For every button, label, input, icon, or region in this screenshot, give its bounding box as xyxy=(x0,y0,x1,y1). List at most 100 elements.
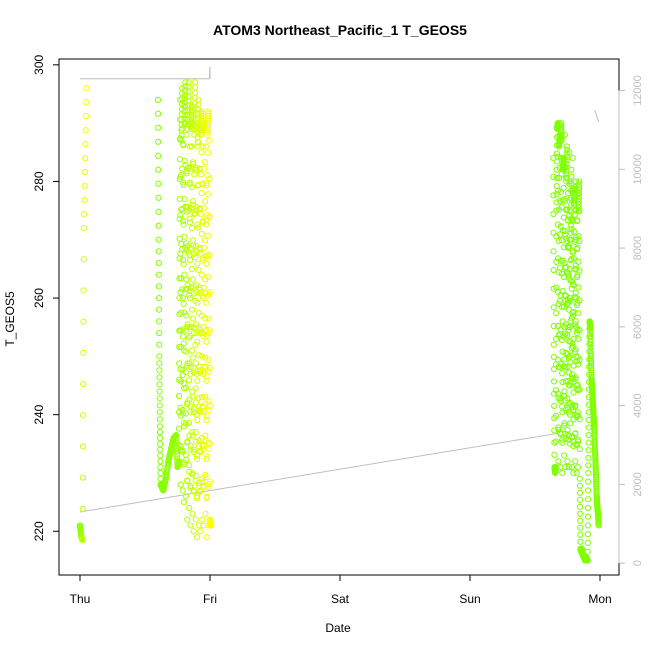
data-point xyxy=(185,97,192,105)
data-point xyxy=(194,455,201,463)
y-tick-label: 220 xyxy=(32,521,46,541)
data-point xyxy=(187,482,194,489)
data-point xyxy=(588,362,595,369)
data-point xyxy=(203,493,210,500)
data-point xyxy=(79,443,87,450)
data-point xyxy=(179,125,186,132)
data-point xyxy=(203,416,210,424)
data-point xyxy=(197,210,204,218)
data-point xyxy=(204,108,212,115)
data-point xyxy=(187,324,194,331)
data-point xyxy=(199,516,206,523)
data-point xyxy=(595,522,602,529)
data-point xyxy=(193,370,200,377)
data-point xyxy=(180,217,187,225)
data-point xyxy=(572,318,579,325)
data-point xyxy=(189,315,196,322)
data-point xyxy=(587,341,594,348)
data-point xyxy=(180,340,187,347)
data-point xyxy=(180,142,187,149)
data-point xyxy=(185,334,193,341)
data-point xyxy=(568,315,575,322)
data-point xyxy=(156,353,163,360)
data-point xyxy=(553,199,560,206)
data-point xyxy=(181,103,189,110)
data-point xyxy=(560,184,567,191)
data-point xyxy=(566,149,573,156)
data-point xyxy=(206,175,213,182)
data-point xyxy=(568,187,575,194)
data-point xyxy=(155,194,162,201)
data-point xyxy=(187,522,194,529)
data-point xyxy=(189,198,197,205)
data-point xyxy=(192,438,199,445)
data-point xyxy=(201,198,209,205)
y-tick-label: 240 xyxy=(32,404,46,424)
data-point xyxy=(175,425,183,432)
data-point xyxy=(558,336,566,344)
data-point xyxy=(183,324,191,331)
data-point xyxy=(550,341,557,348)
altitude-line xyxy=(79,432,559,513)
data-point xyxy=(573,301,581,309)
data-point xyxy=(155,180,162,187)
x-axis: Thu Fri Sat Sun Mon xyxy=(70,574,612,606)
data-point xyxy=(551,402,558,410)
data-point xyxy=(195,181,202,189)
data-point xyxy=(80,412,87,419)
data-point xyxy=(554,153,561,161)
data-point xyxy=(566,180,573,187)
data-point xyxy=(558,137,565,144)
y-axis-label: T_GEOS5 xyxy=(3,291,17,347)
data-point xyxy=(156,434,164,442)
data-point xyxy=(574,327,581,334)
data-point xyxy=(563,153,570,161)
data-point xyxy=(550,192,557,199)
data-point xyxy=(188,224,196,232)
data-point xyxy=(183,131,190,138)
data-point xyxy=(550,173,557,180)
data-point xyxy=(566,411,574,418)
data-point xyxy=(559,370,566,377)
data-point xyxy=(563,164,570,171)
data-point xyxy=(80,287,87,294)
data-point xyxy=(79,505,86,512)
data-point xyxy=(568,166,575,173)
data-point xyxy=(202,510,209,517)
data-point xyxy=(561,420,568,427)
data-point xyxy=(188,109,195,116)
data-point xyxy=(555,174,563,182)
data-point xyxy=(554,187,561,194)
data-point xyxy=(555,237,562,245)
data-point xyxy=(550,378,558,385)
data-point xyxy=(202,471,209,478)
data-point xyxy=(200,363,207,370)
data-point xyxy=(577,503,584,510)
data-point xyxy=(205,356,212,363)
data-point xyxy=(198,353,206,360)
data-point xyxy=(575,192,582,200)
data-point xyxy=(180,179,187,186)
data-point xyxy=(204,117,211,124)
data-point xyxy=(179,286,186,293)
data-point xyxy=(155,248,162,255)
data-point xyxy=(155,306,163,313)
data-point xyxy=(550,353,558,361)
data-point xyxy=(588,371,595,379)
data-point xyxy=(575,184,583,191)
data-point xyxy=(572,374,579,381)
data-point xyxy=(204,113,212,120)
data-point xyxy=(192,472,199,479)
right-y-tick-label: 0 xyxy=(632,560,644,566)
data-point xyxy=(200,205,208,212)
data-point xyxy=(195,139,202,146)
data-point xyxy=(563,160,570,168)
data-point xyxy=(551,390,558,397)
data-point xyxy=(573,265,580,272)
data-point xyxy=(186,215,193,222)
data-point xyxy=(198,110,205,117)
data-point xyxy=(200,332,207,340)
data-point xyxy=(156,402,163,409)
data-point xyxy=(587,344,594,351)
data-point xyxy=(188,143,195,150)
